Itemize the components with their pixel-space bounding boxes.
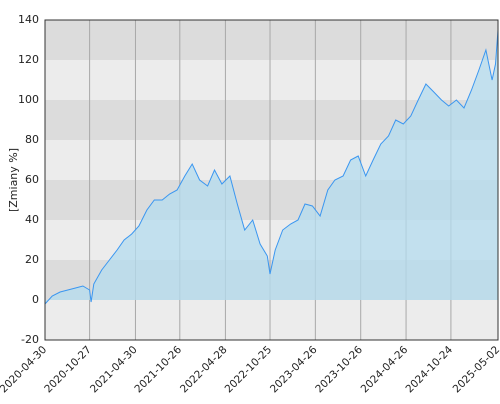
x-tick-label: 2024-10-24 (404, 344, 456, 396)
y-tick-label: 0 (32, 293, 39, 306)
y-tick-label: 60 (25, 173, 39, 186)
line (44, 29, 499, 305)
x-tick-label: 2021-10-26 (132, 344, 184, 396)
y-tick-label: 40 (25, 213, 39, 226)
y-axis-label: [Zmiany %] (7, 148, 20, 212)
area-fill (45, 30, 498, 304)
band (45, 300, 498, 340)
x-tick-label: 2022-04-28 (178, 344, 230, 396)
x-tick-label: 2023-10-26 (313, 344, 365, 396)
x-tick-label: 2022-10-25 (223, 344, 275, 396)
plot-frame (44, 19, 499, 341)
y-tick-label: 80 (25, 133, 39, 146)
x-tick-label: 2024-04-26 (359, 344, 411, 396)
x-tick-label: 2025-05-02 (451, 344, 500, 396)
band (45, 20, 498, 60)
y-tick-label: -20 (21, 333, 39, 346)
y-tick-label: 20 (25, 253, 39, 266)
y-tick-label: 100 (18, 93, 39, 106)
y-tick-label: 120 (18, 53, 39, 66)
x-tick-label: 2023-04-26 (268, 344, 320, 396)
y-tick-label: 140 (18, 13, 39, 26)
x-tick-label: 2020-10-27 (42, 344, 94, 396)
